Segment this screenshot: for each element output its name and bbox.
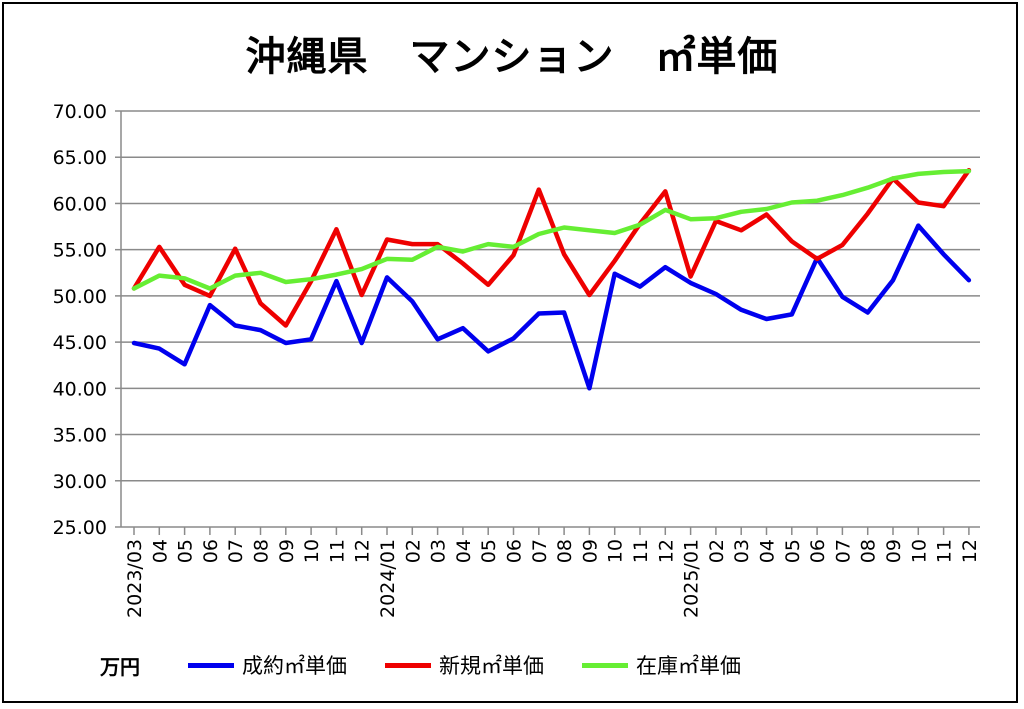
legend-swatch-seiyaku (188, 662, 234, 668)
gridlines (121, 110, 980, 528)
y-tick-label: 60.00 (53, 193, 107, 215)
x-tick-label: 08 (251, 539, 273, 563)
y-tick-label: 50.00 (53, 286, 107, 308)
x-tick-label: 03 (731, 539, 753, 563)
x-tick-label: 10 (605, 539, 627, 563)
x-axis-tick-labels: 2023/03 04 05 06 07 08 09 10 11 12 2024/01 02 03 04 05… (124, 539, 981, 618)
x-tick-label: 03 (428, 539, 450, 563)
x-tick-label: 02 (706, 539, 728, 563)
x-tick-label: 07 (832, 539, 854, 563)
unit-label: 万円 (100, 654, 140, 679)
x-tick-label: 07 (529, 539, 551, 563)
x-tick-label: 08 (858, 539, 880, 563)
x-tick-label: 06 (504, 539, 526, 563)
y-axis-tick-labels: 70.00 65.00 60.00 55.00 50.00 45.00 40.00 35.00… (53, 101, 107, 539)
x-tick-label: 06 (200, 539, 222, 563)
x-tick-label: 09 (276, 539, 298, 563)
legend-label-shinki: 新規㎡単価 (439, 654, 544, 678)
x-tick-label: 11 (630, 539, 652, 563)
legend: 万円 成約㎡単価 新規㎡単価 在庫㎡単価 (100, 650, 779, 680)
legend-swatch-zaiko (582, 662, 628, 668)
x-tick-label: 04 (149, 539, 171, 563)
y-tick-label: 35.00 (53, 425, 107, 447)
x-tick-label: 2024/01 (377, 539, 399, 618)
x-tick-label: 04 (757, 539, 779, 563)
axes (115, 110, 970, 535)
y-tick-label: 30.00 (53, 471, 107, 493)
x-tick-label: 12 (655, 539, 677, 563)
x-tick-label: 09 (883, 539, 905, 563)
chart-title: 沖縄県 マンション ㎡単価 (245, 34, 779, 80)
legend-label-seiyaku: 成約㎡単価 (242, 654, 347, 678)
x-tick-label: 10 (908, 539, 930, 563)
series-line-2 (131, 168, 972, 291)
x-tick-label: 12 (352, 539, 374, 563)
x-tick-label: 2023/03 (124, 539, 146, 618)
x-tick-label: 02 (402, 539, 424, 563)
x-tick-label: 2025/01 (681, 539, 703, 618)
x-tick-label: 11 (934, 539, 956, 563)
legend-item-seiyaku: 成約㎡単価 (188, 650, 347, 680)
x-tick-label: 09 (579, 539, 601, 563)
legend-item-shinki: 新規㎡単価 (385, 650, 544, 680)
x-tick-label: 06 (807, 539, 829, 563)
legend-swatch-shinki (385, 662, 431, 668)
series-lines (131, 167, 972, 391)
x-tick-label: 07 (225, 539, 247, 563)
y-tick-label: 25.00 (53, 517, 107, 539)
y-tick-label: 70.00 (53, 101, 107, 123)
y-tick-label: 65.00 (53, 147, 107, 169)
series-line-0 (131, 223, 972, 391)
legend-label-zaiko: 在庫㎡単価 (636, 654, 741, 678)
x-tick-label: 05 (478, 539, 500, 563)
series-line-1 (131, 167, 972, 328)
x-tick-label: 10 (301, 539, 323, 563)
legend-item-zaiko: 在庫㎡単価 (582, 650, 741, 680)
x-tick-label: 08 (554, 539, 576, 563)
x-tick-label: 12 (959, 539, 981, 563)
x-tick-label: 05 (782, 539, 804, 563)
x-tick-label: 04 (453, 539, 475, 563)
y-tick-label: 40.00 (53, 378, 107, 400)
x-tick-label: 11 (326, 539, 348, 563)
y-tick-label: 45.00 (53, 332, 107, 354)
x-tick-label: 05 (175, 539, 197, 563)
y-tick-label: 55.00 (53, 240, 107, 262)
